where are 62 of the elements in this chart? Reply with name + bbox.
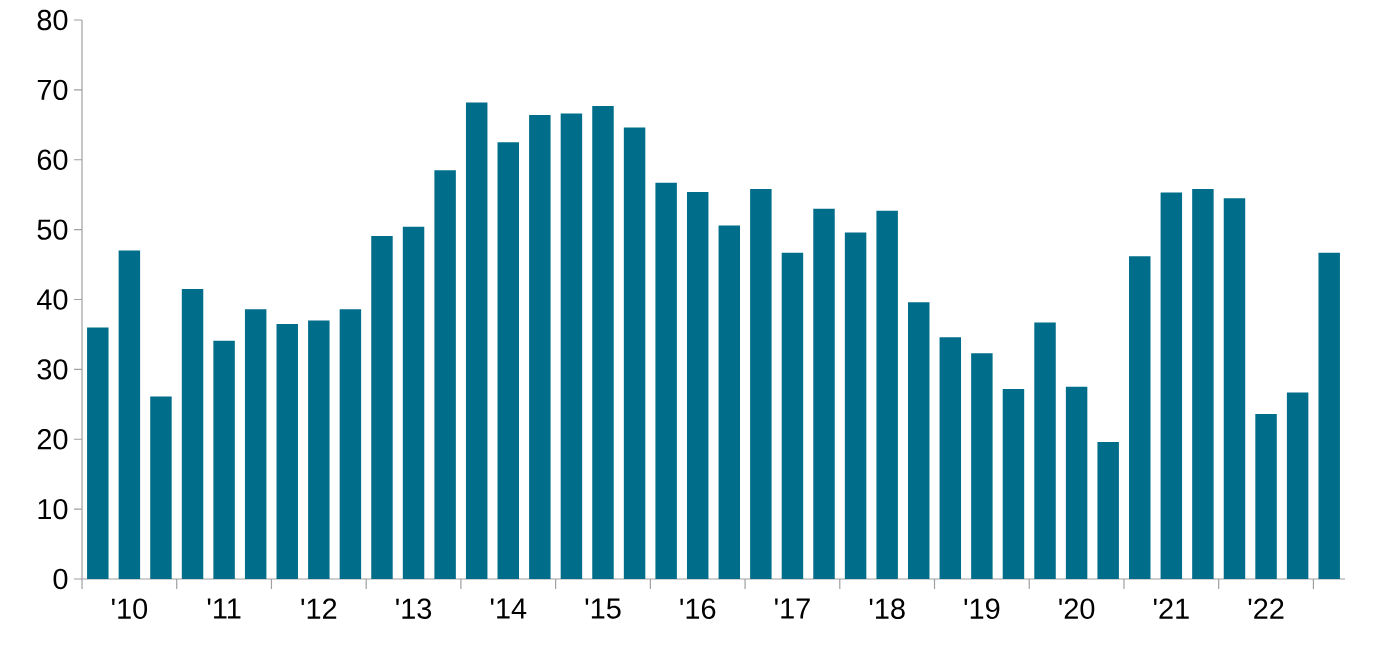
x-tick-label: '22 [1248, 598, 1284, 619]
bar [560, 113, 583, 579]
bar [1065, 386, 1088, 579]
bar [844, 232, 867, 579]
bar [1034, 322, 1056, 579]
bar [1255, 414, 1277, 579]
y-tick-label: 80 [37, 9, 68, 31]
bar [1223, 198, 1246, 579]
bar [402, 226, 425, 579]
bar [276, 323, 298, 579]
bar [813, 208, 835, 579]
bar [908, 302, 930, 579]
bar [655, 182, 677, 579]
x-tick-label: '15 [585, 598, 621, 619]
bar [876, 210, 898, 579]
x-tick-label: '18 [869, 598, 905, 619]
bar [750, 189, 772, 579]
x-tick-label: '19 [964, 598, 1000, 619]
bar [308, 320, 330, 579]
bar [1192, 189, 1214, 579]
y-tick-label: 40 [37, 289, 68, 310]
x-tick-label: '16 [680, 598, 716, 619]
bar [434, 170, 456, 579]
bar [371, 235, 393, 579]
bar [781, 252, 804, 579]
bar [1097, 442, 1119, 579]
bar [497, 142, 519, 579]
bar [339, 309, 362, 579]
bar [118, 250, 141, 579]
bar [529, 115, 551, 579]
x-tick-label: '20 [1059, 598, 1095, 619]
x-tick-label: '10 [112, 598, 148, 619]
y-tick-label: 10 [38, 498, 68, 520]
x-tick-label: '13 [396, 598, 432, 619]
bar [939, 337, 962, 579]
x-tick-label: '21 [1153, 598, 1189, 619]
bar [1129, 256, 1151, 579]
bar [1002, 388, 1025, 579]
x-tick-label: '12 [301, 598, 337, 619]
bar [1318, 252, 1340, 579]
x-tick-label: '14 [490, 598, 527, 619]
y-tick-label: 0 [53, 568, 68, 590]
bar [718, 225, 741, 579]
bar [465, 102, 488, 579]
y-tick-label: 50 [37, 219, 68, 240]
x-tick-label: '17 [775, 598, 810, 619]
bar [1160, 192, 1183, 579]
bar [623, 127, 646, 579]
y-tick-label: 60 [37, 149, 68, 170]
bar [244, 309, 267, 579]
bar [213, 340, 235, 579]
bar [87, 327, 109, 579]
y-tick-label: 30 [37, 359, 68, 380]
y-tick-label: 70 [37, 79, 68, 101]
x-tick-label: '11 [207, 598, 241, 619]
y-tick-label: 20 [37, 429, 68, 450]
bar [686, 191, 709, 579]
bar [181, 289, 204, 579]
bar [150, 396, 172, 579]
bar [971, 353, 993, 579]
bar [592, 105, 614, 579]
bar [1286, 392, 1309, 579]
